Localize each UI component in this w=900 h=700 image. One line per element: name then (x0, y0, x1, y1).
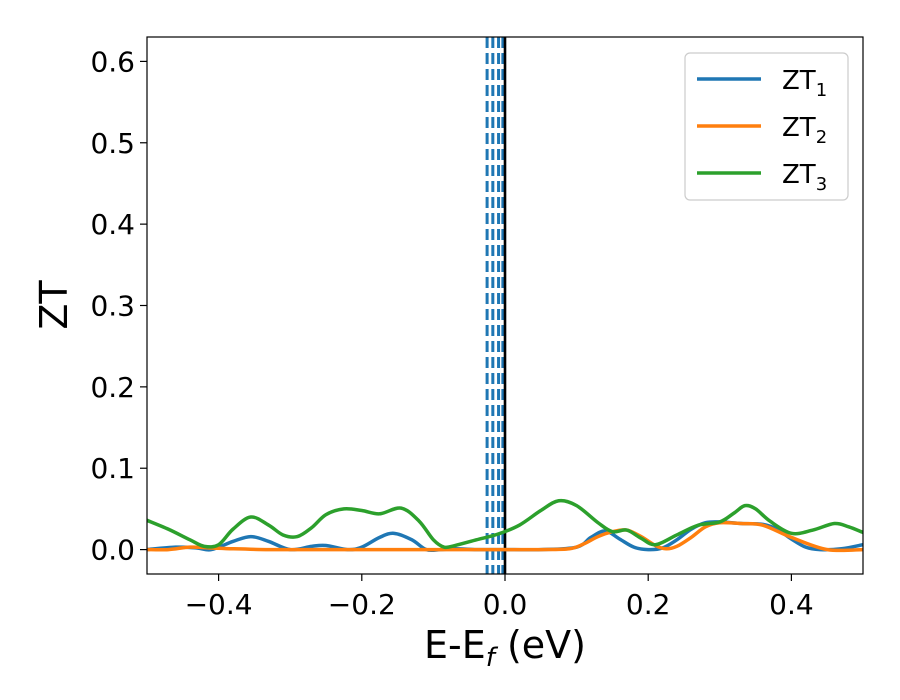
legend-label-zt3: ZT3 (782, 160, 827, 195)
x-tick-label: −0.2 (328, 588, 396, 621)
y-tick-label: 0.2 (90, 371, 135, 404)
y-axis-ticks: 0.0 0.1 0.2 0.3 0.4 0.5 0.6 (90, 45, 147, 567)
y-tick-label: 0.0 (90, 534, 135, 567)
series-layer (147, 498, 863, 553)
legend-items: ZT1 ZT2 ZT3 (697, 66, 827, 195)
legend: ZT1 ZT2 ZT3 (684, 52, 849, 201)
y-tick-label: 0.4 (90, 208, 135, 241)
y-tick-label: 0.1 (90, 452, 135, 485)
legend-box (684, 52, 849, 201)
legend-label-zt2: ZT2 (782, 113, 827, 148)
x-axis-ticks: −0.4 −0.2 0.0 0.2 0.4 (185, 574, 814, 621)
x-tick-label: −0.4 (185, 588, 253, 621)
legend-label-zt1: ZT1 (782, 66, 827, 101)
x-axis-label: E-Ef (eV) (424, 623, 586, 673)
y-tick-label: 0.6 (90, 45, 135, 78)
x-tick-label: 0.0 (483, 588, 528, 621)
reference-lines-layer (485, 37, 507, 574)
series-line-zt3 (147, 498, 863, 550)
y-tick-label: 0.5 (90, 127, 135, 160)
x-tick-label: 0.4 (769, 588, 814, 621)
x-tick-label: 0.2 (626, 588, 671, 621)
y-tick-label: 0.3 (90, 290, 135, 323)
y-axis-label: ZT (32, 280, 76, 330)
